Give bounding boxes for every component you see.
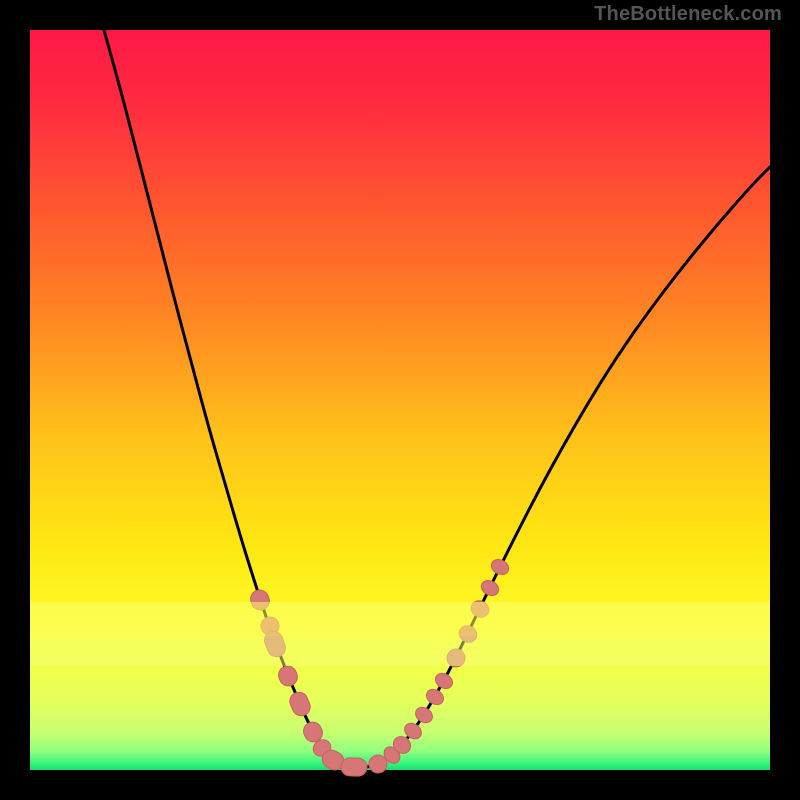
chart-stage: TheBottleneck.com [0, 0, 800, 800]
curve-beads [248, 557, 511, 777]
watermark-text: TheBottleneck.com [594, 3, 782, 26]
bottleneck-curve [30, 30, 770, 770]
curve-path [104, 30, 770, 767]
